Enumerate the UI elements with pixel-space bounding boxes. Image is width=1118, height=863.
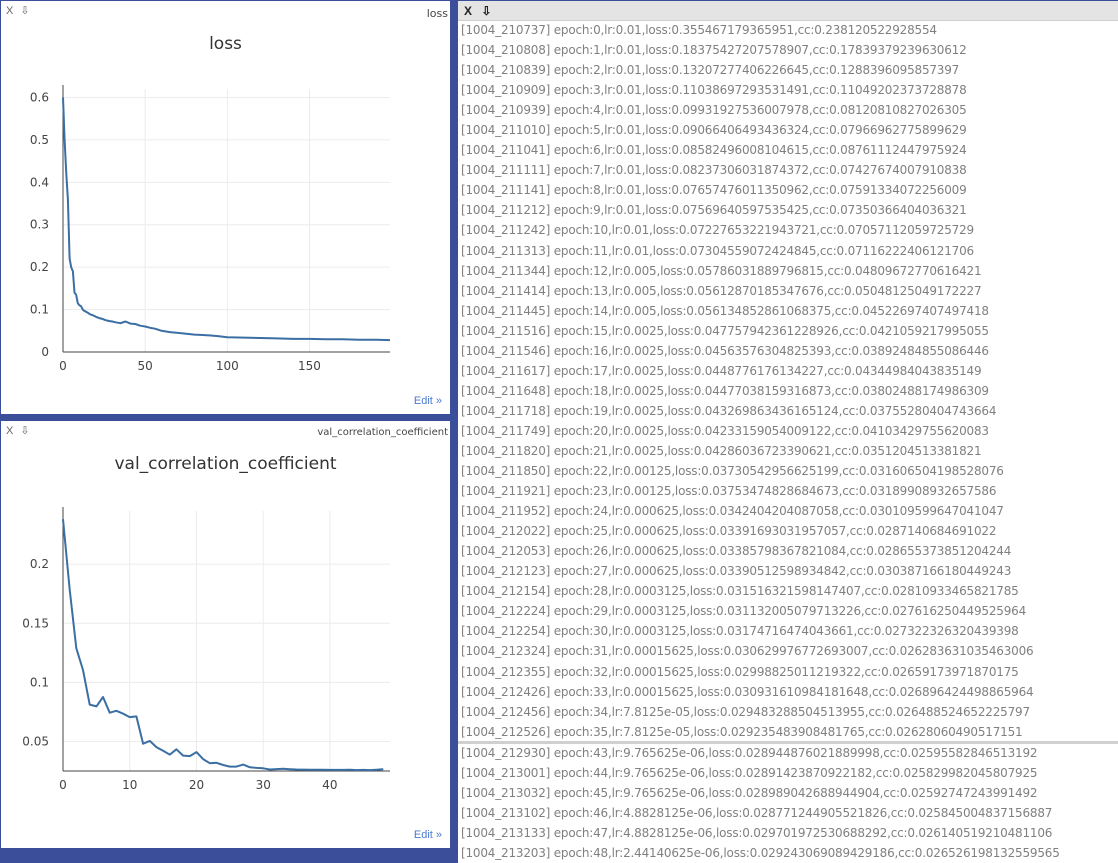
log-split-handle[interactable] [458,741,1118,744]
log-pane-header: X ⇩ [458,1,1118,21]
y-tick-label: 0.1 [30,303,49,317]
val-chart-title: val_correlation_coefficient [114,454,337,474]
upper-log-line: [1004_211445] epoch:14,lr:0.005,loss:0.0… [461,303,989,318]
loss-chart: 0 50 100 150 0 0.1 0.2 0.3 0.4 0.5 0.6 [30,85,391,373]
upper-log-line: [1004_210839] epoch:2,lr:0.01,loss:0.132… [461,63,960,78]
upper-log-line: [1004_211516] epoch:15,lr:0.0025,loss:0.… [461,323,989,338]
x-tick-label: 100 [216,359,239,373]
y-tick-label: 0.2 [30,260,49,274]
upper-log-line: [1004_210909] epoch:3,lr:0.01,loss:0.110… [461,83,967,98]
y-tick-label: 0.05 [22,734,49,748]
y-tick-label: 0.6 [30,90,49,104]
val-cc-chart-pane: X ⇩ val_correlation_coefficient val_corr… [1,421,450,848]
lower-log-line: [1004_213032] epoch:45,lr:9.765625e-06,l… [461,786,1038,801]
upper-log-line: [1004_212022] epoch:25,lr:0.000625,loss:… [461,524,997,539]
upper-log-line: [1004_211648] epoch:18,lr:0.0025,loss:0.… [461,383,989,398]
upper-log-line: [1004_212053] epoch:26,lr:0.000625,loss:… [461,544,1012,559]
lower-log-line: [1004_213203] epoch:48,lr:2.44140625e-06… [461,846,1060,861]
upper-log-line: [1004_211041] epoch:6,lr:0.01,loss:0.085… [461,143,967,158]
loss-pane-controls[interactable]: X ⇩ [6,5,32,17]
upper-log-line: [1004_211718] epoch:19,lr:0.0025,loss:0.… [461,403,997,418]
loss-pane-tag: loss [426,7,448,20]
upper-log-line: [1004_211952] epoch:24,lr:0.000625,loss:… [461,504,1004,519]
y-tick-label: 0.15 [22,616,49,630]
val-pane-header: X ⇩ val_correlation_coefficient [1,421,450,439]
series-line [62,519,384,772]
upper-log-line: [1004_212254] epoch:30,lr:0.0003125,loss… [461,624,1019,639]
lower-log-line: [1004_212930] epoch:43,lr:9.765625e-06,l… [461,746,1038,760]
x-tick-label: 50 [138,359,153,373]
lower-log-line: [1004_213102] epoch:46,lr:4.8828125e-06,… [461,806,1053,821]
lower-log-line: [1004_213001] epoch:44,lr:9.765625e-06,l… [461,766,1038,781]
y-tick-label: 0.2 [30,557,49,571]
x-tick-label: 40 [322,778,337,792]
upper-log-line: [1004_211546] epoch:16,lr:0.0025,loss:0.… [461,343,989,358]
upper-log-line: [1004_212324] epoch:31,lr:0.00015625,los… [461,644,1034,659]
upper-log-line: [1004_212224] epoch:29,lr:0.0003125,loss… [461,604,1027,619]
lower-log-line: [1004_213133] epoch:47,lr:4.8828125e-06,… [461,826,1053,841]
log-upper-list[interactable]: [1004_210737] epoch:0,lr:0.01,loss:0.355… [458,20,1118,742]
upper-log-line: [1004_211111] epoch:7,lr:0.01,loss:0.082… [461,163,967,178]
y-tick-label: 0.1 [30,675,49,689]
series-line [62,97,391,342]
x-tick-label: 150 [298,359,321,373]
val-pane-tag: val_correlation_coefficient [317,427,448,438]
loss-edit-link[interactable]: Edit » [413,395,442,407]
upper-log-line: [1004_211313] epoch:11,lr:0.01,loss:0.07… [461,243,974,258]
x-tick-label: 10 [122,778,137,792]
val-edit-link[interactable]: Edit » [413,829,442,841]
upper-log-line: [1004_211749] epoch:20,lr:0.0025,loss:0.… [461,423,989,438]
upper-log-line: [1004_211820] epoch:21,lr:0.0025,loss:0.… [461,443,982,458]
upper-log-line: [1004_212526] epoch:35,lr:7.8125e-05,los… [461,724,1023,739]
upper-log-line: [1004_211212] epoch:9,lr:0.01,loss:0.075… [461,203,967,218]
upper-log-line: [1004_212426] epoch:33,lr:0.00015625,los… [461,684,1034,699]
upper-log-line: [1004_211242] epoch:10,lr:0.01,loss:0.07… [461,223,974,238]
upper-log-line: [1004_212154] epoch:28,lr:0.0003125,loss… [461,584,1019,599]
loss-chart-pane: X ⇩ loss loss 0 50 100 150 0 0.1 0.2 0.3 0.4 0.5 0… [1,1,450,414]
log-pane: X ⇩ [1004_210737] epoch:0,lr:0.01,loss:0… [458,1,1118,863]
y-tick-label: 0.3 [30,218,49,232]
upper-log-line: [1004_211344] epoch:12,lr:0.005,loss:0.0… [461,263,982,278]
loss-chart-title: loss [209,34,242,54]
x-tick-label: 30 [256,778,271,792]
log-pane-controls[interactable]: X ⇩ [464,4,495,18]
upper-log-line: [1004_212456] epoch:34,lr:7.8125e-05,los… [461,704,1030,719]
val-pane-controls[interactable]: X ⇩ [6,425,32,437]
y-tick-label: 0 [41,345,49,359]
y-tick-label: 0.5 [30,133,49,147]
x-tick-label: 0 [59,778,67,792]
val-cc-chart: 0 10 20 30 40 0.05 0.1 0.15 0.2 [22,507,390,792]
upper-log-line: [1004_211141] epoch:8,lr:0.01,loss:0.076… [461,183,967,198]
upper-log-line: [1004_210808] epoch:1,lr:0.01,loss:0.183… [461,43,967,58]
y-tick-label: 0.4 [30,175,49,189]
upper-log-line: [1004_212355] epoch:32,lr:0.00015625,los… [461,664,1019,679]
upper-log-line: [1004_211921] epoch:23,lr:0.00125,loss:0… [461,484,997,499]
upper-log-line: [1004_211414] epoch:13,lr:0.005,loss:0.0… [461,283,982,298]
upper-log-line: [1004_210939] epoch:4,lr:0.01,loss:0.099… [461,103,967,118]
loss-pane-header: X ⇩ loss [1,1,450,20]
upper-log-line: [1004_210737] epoch:0,lr:0.01,loss:0.355… [461,23,937,37]
upper-log-line: [1004_211010] epoch:5,lr:0.01,loss:0.090… [461,123,967,138]
log-lower-list[interactable]: [1004_212930] epoch:43,lr:9.765625e-06,l… [458,743,1118,863]
x-tick-label: 20 [189,778,204,792]
x-tick-label: 0 [59,359,67,373]
upper-log-line: [1004_211617] epoch:17,lr:0.0025,loss:0.… [461,363,982,378]
upper-log-line: [1004_211850] epoch:22,lr:0.00125,loss:0… [461,464,1004,479]
upper-log-line: [1004_212123] epoch:27,lr:0.000625,loss:… [461,564,1012,579]
